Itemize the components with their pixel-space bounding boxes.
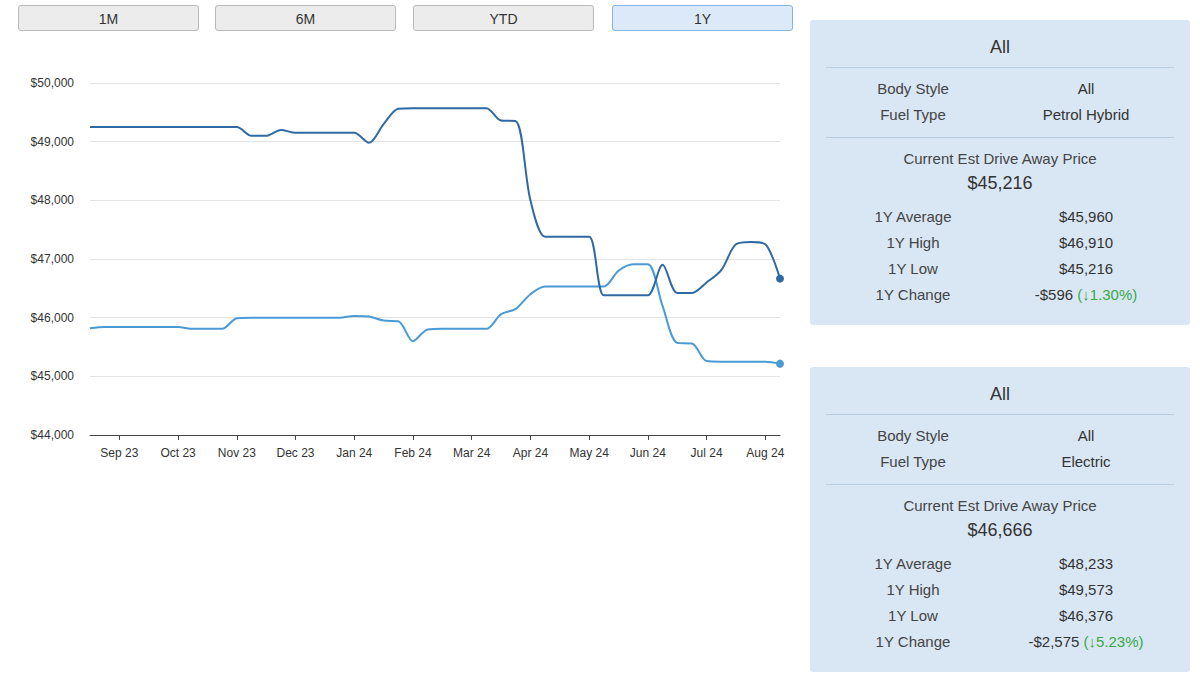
- svg-text:Feb 24: Feb 24: [394, 446, 432, 460]
- html-text:$45,216: $45,216: [967, 173, 1033, 193]
- svg-text:May 24: May 24: [569, 446, 609, 460]
- svg-text:Sep 23: Sep 23: [100, 446, 138, 460]
- html-text:Fuel Type: Fuel Type: [880, 453, 946, 470]
- svg-text:$44,000: $44,000: [31, 428, 75, 442]
- svg-text:$47,000: $47,000: [31, 252, 75, 266]
- html-text:Fuel Type: Fuel Type: [880, 106, 946, 123]
- html-text:1Y Average: 1Y Average: [874, 208, 952, 225]
- html-text:1Y Change: 1Y Change: [875, 286, 951, 303]
- svg-text:Jun 24: Jun 24: [630, 446, 666, 460]
- html-text:$45,960: $45,960: [1058, 208, 1114, 225]
- html-text:$46,666: $46,666: [967, 520, 1033, 540]
- html-text:$45,216: $45,216: [1058, 260, 1114, 277]
- html-text:YTD: YTD: [489, 11, 518, 27]
- svg-text:$46,000: $46,000: [31, 311, 75, 325]
- html-text:1Y: 1Y: [693, 11, 712, 27]
- html-text:1M: 1M: [98, 11, 119, 27]
- html-text:Body Style: Body Style: [877, 80, 949, 97]
- html-text:All: All: [1077, 80, 1095, 97]
- html-text:$48,233: $48,233: [1058, 555, 1114, 572]
- svg-text:$45,000: $45,000: [31, 369, 75, 383]
- html-text:$46,376: $46,376: [1058, 607, 1114, 624]
- html-text:All: All: [1077, 427, 1095, 444]
- html-text:Current Est Drive Away Price: Current Est Drive Away Price: [903, 497, 1097, 514]
- svg-text:Jul 24: Jul 24: [691, 446, 723, 460]
- html-text:All: All: [990, 37, 1010, 57]
- html-text:-$2,575 (↓5.23%): -$2,575 (↓5.23%): [1028, 633, 1144, 650]
- svg-text:Mar 24: Mar 24: [453, 446, 491, 460]
- html-text:Current Est Drive Away Price: Current Est Drive Away Price: [903, 150, 1097, 167]
- html-text:All: All: [990, 384, 1010, 404]
- svg-text:Oct 23: Oct 23: [160, 446, 196, 460]
- svg-text:Dec 23: Dec 23: [277, 446, 315, 460]
- html-text:6M: 6M: [295, 11, 316, 27]
- svg-text:$49,000: $49,000: [31, 135, 75, 149]
- svg-text:Jan 24: Jan 24: [336, 446, 372, 460]
- html-text:1Y High: 1Y High: [886, 581, 940, 598]
- html-text:1Y Low: 1Y Low: [888, 607, 938, 624]
- html-text:1Y Low: 1Y Low: [888, 260, 938, 277]
- html-text:1Y Average: 1Y Average: [874, 555, 952, 572]
- svg-text:Aug 24: Aug 24: [746, 446, 784, 460]
- html-text:$46,910: $46,910: [1058, 234, 1114, 251]
- svg-text:$48,000: $48,000: [31, 193, 75, 207]
- html-text:Petrol Hybrid: Petrol Hybrid: [1042, 106, 1130, 123]
- svg-text:Apr 24: Apr 24: [513, 446, 549, 460]
- html-text:1Y High: 1Y High: [886, 234, 940, 251]
- svg-text:Nov 23: Nov 23: [218, 446, 256, 460]
- html-text:Electric: Electric: [1061, 453, 1111, 470]
- html-text:1Y Change: 1Y Change: [875, 633, 951, 650]
- html-text:Body Style: Body Style: [877, 427, 949, 444]
- html-text:$49,573: $49,573: [1058, 581, 1114, 598]
- svg-text:$50,000: $50,000: [31, 76, 75, 90]
- html-text:-$596 (↓1.30%): -$596 (↓1.30%): [1034, 286, 1138, 303]
